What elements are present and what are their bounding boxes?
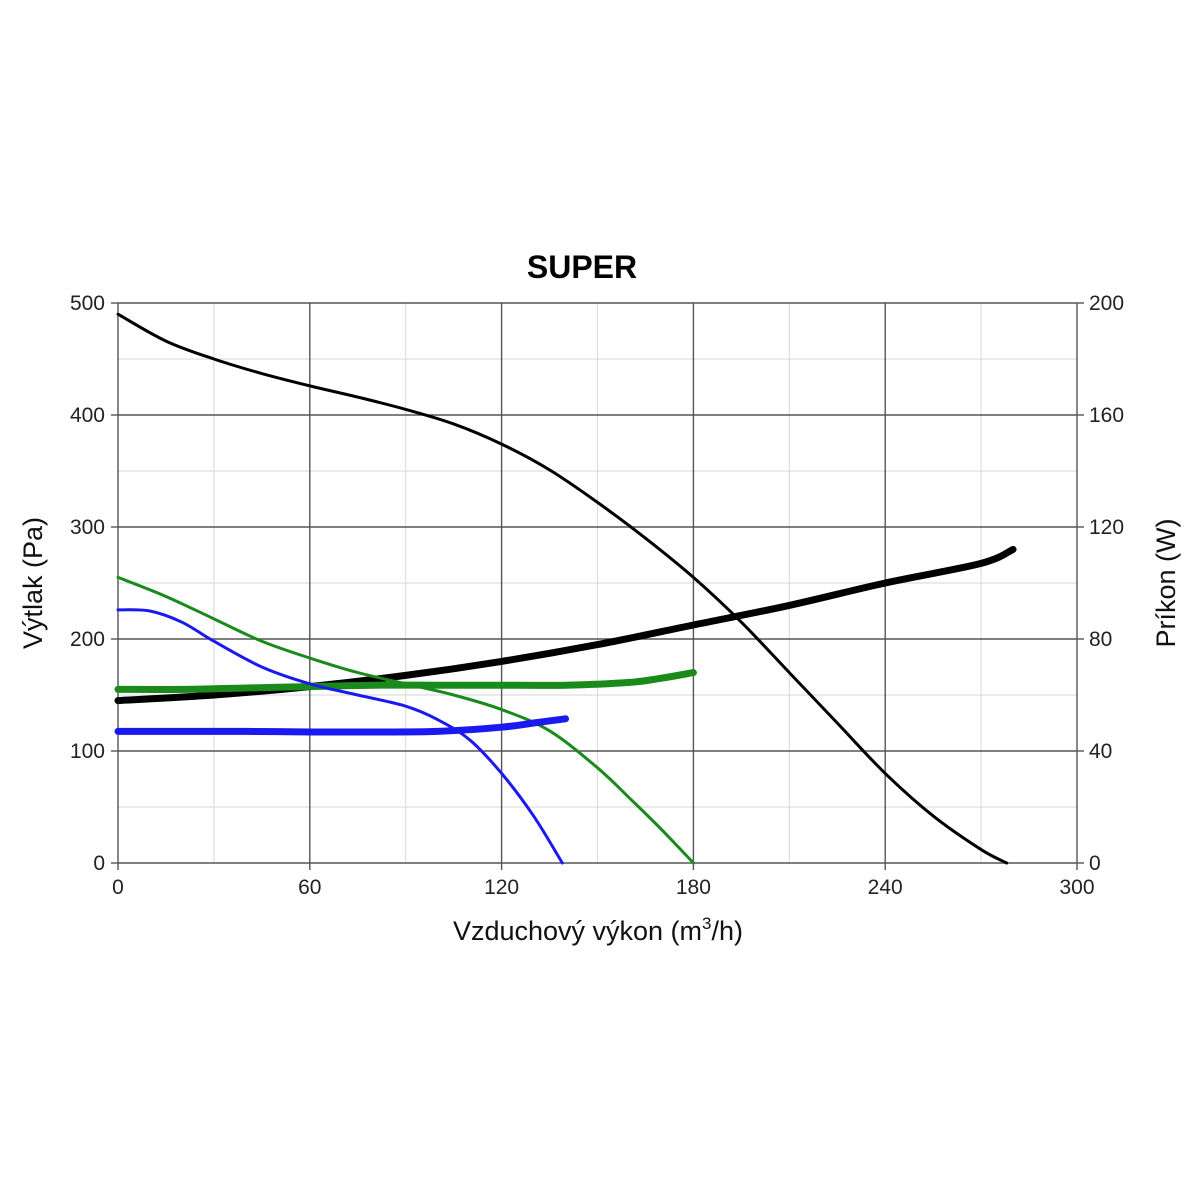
y-right-tick-label: 120	[1089, 516, 1124, 539]
y-right-tick-label: 200	[1089, 292, 1124, 315]
minor-grid	[118, 303, 1077, 863]
series-line-blue-thick-right	[114, 715, 570, 736]
x-axis-title-superscript: 3	[702, 914, 711, 933]
x-tick-label: 180	[676, 876, 711, 899]
y-right-tick-label: 0	[1089, 852, 1101, 875]
y-left-tick-label: 500	[70, 292, 105, 315]
y-left-tick-label: 100	[70, 740, 105, 763]
y-axis-right-title: Príkon (W)	[1151, 518, 1181, 647]
x-tick-label: 60	[298, 876, 321, 899]
y-right-tick-label: 40	[1089, 740, 1112, 763]
x-axis-title: Vzduchový výkon (m3/h)	[453, 914, 743, 946]
y-left-tick-label: 0	[93, 852, 105, 875]
chart-title: SUPER	[527, 249, 637, 285]
series-line-blue-thin-left	[116, 608, 564, 865]
x-tick-label: 240	[868, 876, 903, 899]
x-tick-label: 0	[112, 876, 124, 899]
tick-labels: 0 60 120 180 240 3000100200300400500040801201…	[70, 292, 1124, 899]
y-left-tick-label: 200	[70, 628, 105, 651]
series-line-green-thin-left	[116, 575, 695, 865]
y-left-tick-label: 300	[70, 516, 105, 539]
series-line-black-thin-left	[116, 312, 1009, 865]
series-line-black-thick-right	[114, 545, 1017, 705]
series-line-green-thick-right	[114, 669, 697, 694]
x-axis-title-tail: /h)	[712, 916, 744, 946]
y-left-tick-label: 400	[70, 404, 105, 427]
x-tick-label: 300	[1059, 876, 1094, 899]
series-layer	[114, 312, 1017, 865]
major-grid	[111, 302, 1084, 870]
x-tick-label: 120	[484, 876, 519, 899]
y-right-tick-label: 80	[1089, 628, 1112, 651]
y-right-tick-label: 160	[1089, 404, 1124, 427]
y-axis-left-title: Výtlak (Pa)	[18, 517, 48, 649]
x-axis-title-main: Vzduchový výkon (m	[453, 916, 702, 946]
